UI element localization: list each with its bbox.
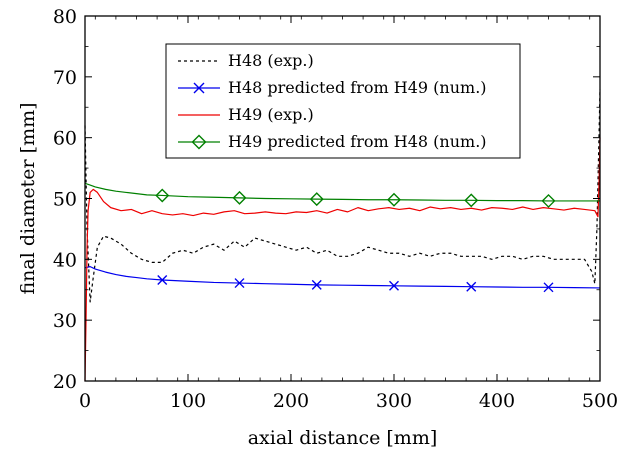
series-marker	[234, 278, 245, 289]
series-3	[84, 137, 601, 382]
legend: H48 (exp.) H48 predicted from H49 (num.) H…	[165, 43, 521, 159]
legend-label: H48 predicted from H49 (num.)	[228, 78, 487, 97]
series-marker	[466, 281, 477, 292]
series-2	[84, 266, 601, 293]
series-marker	[309, 192, 324, 207]
legend-marker	[191, 134, 207, 150]
series-line	[84, 137, 601, 382]
series-marker	[464, 193, 479, 208]
x-tick-label: 100	[170, 390, 206, 412]
x-tick-label: 200	[273, 390, 309, 412]
y-tick-label: 70	[53, 67, 77, 89]
series-marker	[541, 193, 556, 208]
x-tick-label: 400	[479, 390, 515, 412]
y-tick-label: 80	[53, 6, 77, 28]
y-tick-label: 40	[53, 249, 77, 271]
series-marker	[543, 282, 554, 293]
series-line	[84, 266, 601, 289]
series-1	[84, 88, 601, 303]
series-layer	[84, 88, 601, 382]
ticks-layer: 0 100 200 300 400 500 20 30 40 50 60 70 80	[53, 6, 618, 412]
series-line	[84, 88, 601, 303]
y-tick-label: 30	[53, 310, 77, 332]
x-tick-label: 0	[79, 390, 91, 412]
series-marker	[311, 279, 322, 290]
legend-marker	[193, 82, 205, 94]
series-marker	[155, 188, 170, 203]
legend-label: H49 predicted from H48 (num.)	[228, 132, 487, 151]
series-marker	[387, 192, 401, 207]
legend-label: H48 (exp.)	[228, 51, 314, 70]
series-marker	[157, 275, 168, 286]
series-marker	[389, 280, 399, 291]
x-tick-label: 300	[376, 390, 412, 412]
legend-box	[165, 43, 521, 159]
x-axis-title: axial distance [mm]	[248, 427, 438, 449]
series-marker	[232, 190, 247, 205]
x-tick-label: 500	[582, 390, 618, 412]
y-axis-title: final diameter [mm]	[17, 102, 39, 294]
y-tick-label: 60	[53, 128, 77, 150]
y-tick-label: 20	[53, 371, 77, 393]
series-4	[84, 182, 600, 208]
series-line	[84, 182, 600, 202]
y-tick-label: 50	[53, 189, 77, 211]
legend-label: H49 (exp.)	[228, 105, 314, 124]
